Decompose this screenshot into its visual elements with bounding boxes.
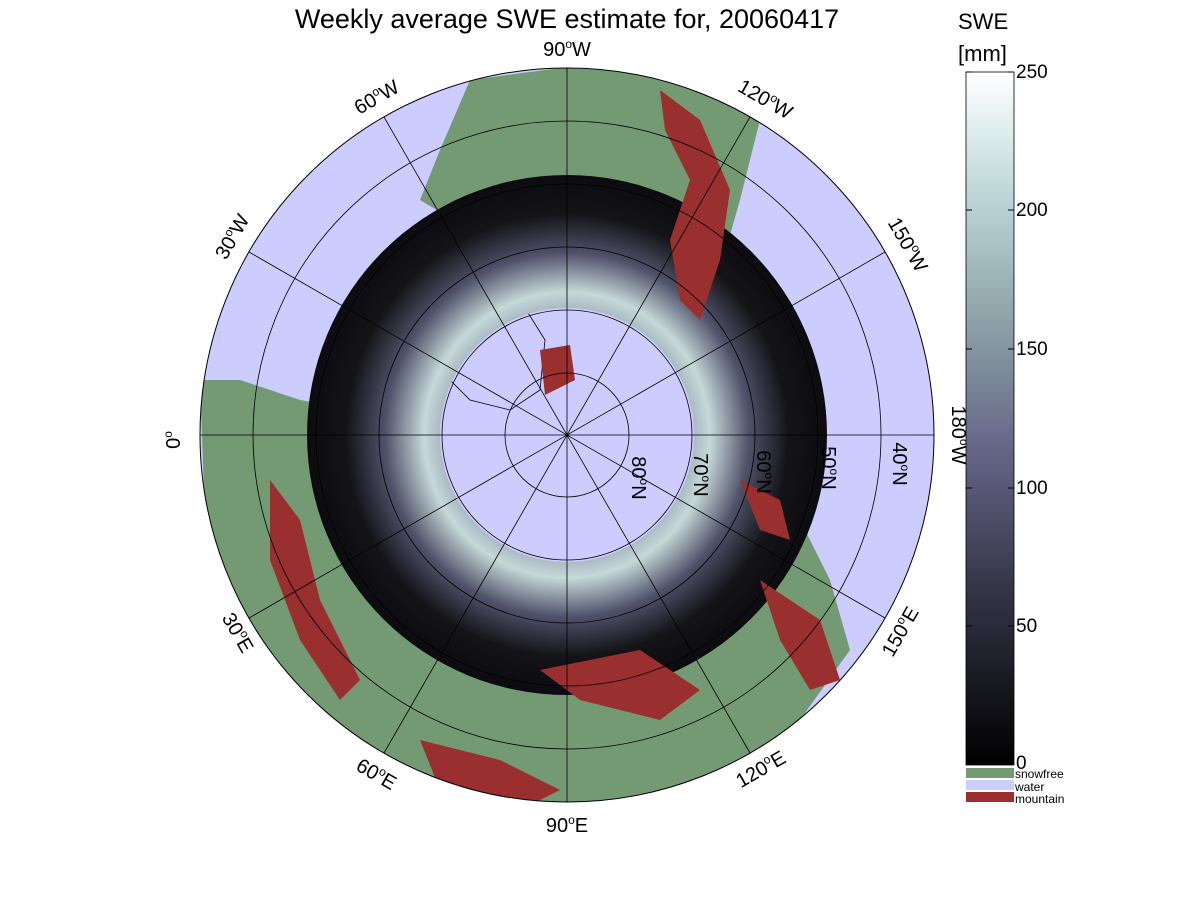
colorbar-tick-0: 0: [1016, 753, 1027, 774]
lat-label-80n: 80oN: [627, 456, 651, 499]
mountain-areas: [270, 90, 840, 802]
lat-label-50n: 50oN: [817, 446, 841, 489]
lon-label-180w: 180oW: [947, 406, 971, 465]
colorbar-tick-100: 100: [1016, 478, 1048, 499]
colorbar-tick-150: 150: [1016, 339, 1048, 360]
lat-label-40n: 40oN: [888, 442, 912, 485]
lon-label-30e: 30oE: [217, 608, 259, 657]
legend-label-snowfree: snowfree: [1015, 767, 1064, 781]
legend-swatch-water: [966, 780, 1014, 790]
lon-label-90w: 90oW: [543, 37, 591, 61]
lat-label-60n: 60oN: [752, 450, 776, 493]
colorbar: [965, 71, 1015, 766]
graticule: [199, 67, 935, 803]
colorbar-title-line2: [mm]: [958, 41, 1007, 66]
legend-swatch-mountain: [966, 792, 1014, 802]
legend-swatch-snowfree: [966, 768, 1014, 778]
colorbar-title: SWE [mm]: [958, 6, 1008, 70]
colorbar-ticks: [966, 71, 1014, 627]
colorbar-tick-200: 200: [1016, 200, 1048, 221]
map-title: Weekly average SWE estimate for, 2006041…: [294, 4, 840, 34]
colorbar-tick-250: 250: [1016, 62, 1048, 83]
legend-label-water: water: [1015, 780, 1045, 794]
latitude-labels: 80oN 70oN 60oN 50oN 40oN: [627, 442, 912, 499]
lon-label-0: 0o: [161, 431, 185, 449]
colorbar-tick-50: 50: [1016, 616, 1038, 637]
colorbar-title-line1: SWE: [958, 9, 1009, 34]
lon-label-90e: 90oE: [546, 813, 588, 837]
lat-label-70n: 70oN: [689, 453, 713, 496]
lon-label-60e: 60oE: [352, 753, 401, 795]
legend-label-mountain: mountain: [1015, 792, 1065, 806]
